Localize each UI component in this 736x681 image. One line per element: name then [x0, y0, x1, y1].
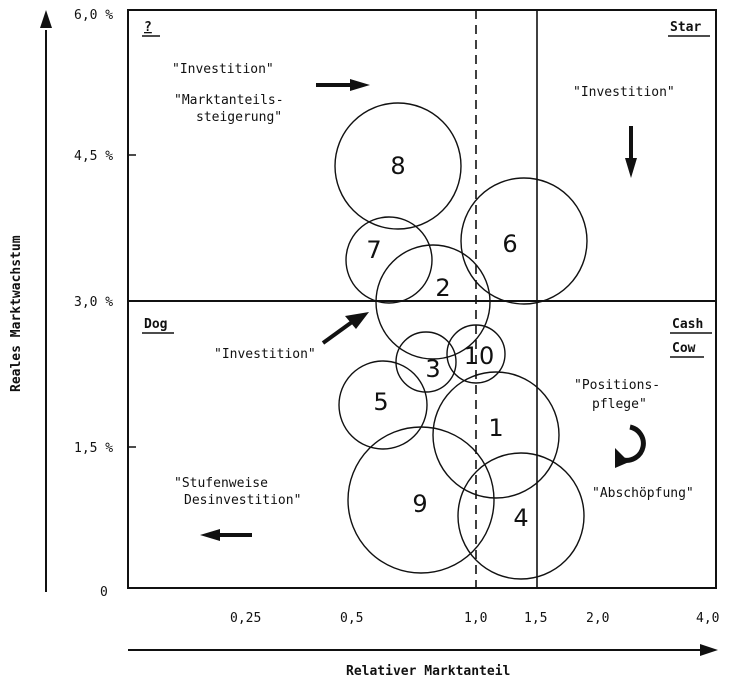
- bubble-9: 9: [347, 426, 495, 574]
- y-tick-marks: [128, 154, 136, 448]
- annotation-text: "Marktanteils-: [174, 93, 284, 108]
- quadrant-question-label: ?: [144, 20, 152, 35]
- y-axis-title: Reales Marktwachstum: [9, 235, 24, 392]
- annotation-text: steigerung": [196, 110, 282, 125]
- annotation-text: "Abschöpfung": [592, 486, 694, 501]
- bubble-1: 1: [432, 371, 560, 499]
- arrow-right-icon: [316, 79, 370, 91]
- x-axis-arrow: [128, 644, 718, 656]
- arrow-down-icon: [625, 126, 637, 178]
- y-axis-arrow: [40, 10, 52, 592]
- quadrant-star-label: Star: [670, 20, 701, 35]
- bubble-4: 4: [457, 452, 585, 580]
- annotation-text: "Investition": [573, 85, 675, 100]
- bubble-8: 8: [334, 102, 462, 230]
- x-axis-title: Relativer Marktanteil: [346, 664, 510, 679]
- bubble-label: 1: [488, 414, 503, 442]
- y-tick-label: 4,5 %: [74, 149, 113, 164]
- bubble-label: 9: [412, 490, 427, 518]
- x-tick-label: 1,0: [464, 611, 487, 626]
- annotation-text: "Investition": [172, 62, 274, 77]
- bubble-label: 7: [366, 236, 381, 264]
- bubble-label: 2: [435, 274, 450, 302]
- bubble-10: 10: [446, 324, 506, 384]
- quadrant-cow-label: Cow: [672, 341, 696, 356]
- annotation-text: Desinvestition": [184, 493, 301, 508]
- x-tick-label: 4,0: [696, 611, 719, 626]
- y-tick-label: 0: [100, 585, 108, 600]
- x-tick-label: 0,5: [340, 611, 363, 626]
- annotation-text: "Investition": [214, 347, 316, 362]
- arrow-diagonal-icon: [321, 312, 369, 345]
- bubble-6: 6: [460, 177, 588, 305]
- quadrant-cash-label: Cash: [672, 317, 703, 332]
- bubble-2: 2: [375, 244, 491, 360]
- arrow-left-icon: [200, 529, 252, 541]
- x-tick-label: 2,0: [586, 611, 609, 626]
- y-tick-label: 1,5 %: [74, 441, 113, 456]
- y-tick-label: 3,0 %: [74, 295, 113, 310]
- bubble-label: 5: [373, 388, 388, 416]
- annotation-text: "Stufenweise: [174, 476, 268, 491]
- bubble-label: 8: [390, 152, 405, 180]
- y-tick-label: 6,0 %: [74, 8, 113, 23]
- bubble-7: 7: [345, 216, 433, 304]
- bubble-label: 4: [513, 504, 528, 532]
- bubble-label: 6: [502, 230, 517, 258]
- annotation-text: "Positions-: [574, 378, 660, 393]
- annotation-text: pflege": [592, 397, 647, 412]
- plot-frame: [127, 9, 717, 589]
- bubble-5: 5: [338, 360, 428, 450]
- bubble-label: 10: [464, 342, 495, 370]
- x-tick-label: 0,25: [230, 611, 261, 626]
- x-tick-label: 1,5: [524, 611, 547, 626]
- bubble-label: 3: [425, 355, 440, 383]
- quadrant-dog-label: Dog: [144, 317, 167, 332]
- bubble-3: 3: [395, 331, 457, 393]
- cycle-arrow-icon: [615, 424, 646, 468]
